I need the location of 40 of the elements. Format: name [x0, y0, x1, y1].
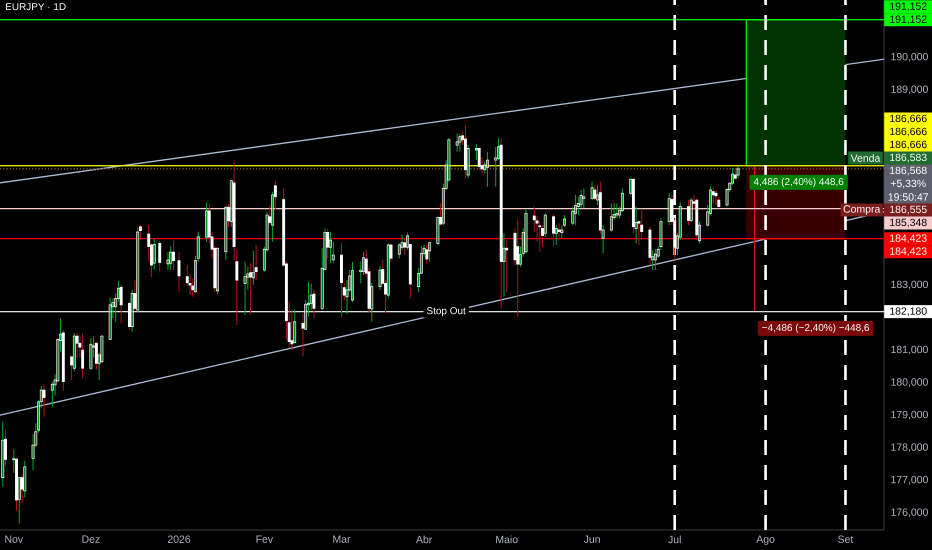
ref-line-label: 191,152	[890, 15, 927, 24]
x-tick-label: Maio	[496, 536, 518, 544]
text: 184,423	[890, 247, 927, 256]
x-tick-label: Dez	[82, 536, 100, 543]
ref-line-label: 182,180	[890, 307, 927, 316]
x-tick-label: Set	[838, 536, 854, 543]
text: 19:50:47	[888, 193, 928, 201]
chart-title: EURJPY · 1D	[6, 3, 66, 10]
y-tick-label: 177,000	[891, 476, 928, 485]
y-tick-label: 183,000	[891, 280, 928, 290]
annotation: 4,486 (2,40%) 448,6	[754, 178, 844, 188]
text: 186,568	[890, 166, 927, 176]
y-tick-label: 189,000	[891, 85, 928, 94]
x-tick-label: Ago	[756, 536, 774, 545]
annotation: −4,486 (−2,40%) −448,6	[762, 324, 870, 334]
x-tick-label: Mar	[333, 536, 350, 543]
x-tick-label: Nov	[5, 536, 24, 543]
x-tick-label: Fev	[256, 536, 274, 543]
text: 186,666	[890, 140, 927, 150]
annotation: Stop Out	[426, 307, 466, 316]
y-tick-label: 179,000	[891, 410, 928, 420]
annotation: Venda	[850, 154, 880, 162]
x-tick-label: Jul	[668, 536, 681, 544]
x-tick-label: Abr	[416, 536, 432, 544]
text: 186,666	[890, 128, 927, 136]
annotation: Compra	[844, 205, 880, 215]
y-tick-label: 190,000	[891, 52, 928, 62]
text: 186,583	[890, 154, 927, 162]
y-tick-label: 176,000	[891, 508, 928, 518]
text: 186,555	[890, 206, 927, 214]
text: 186,666	[890, 114, 927, 124]
x-tick-label: Jun	[584, 536, 600, 543]
text: +5,33%	[890, 180, 926, 188]
text: 185,348	[890, 218, 927, 228]
y-tick-label: 178,000	[891, 443, 928, 452]
y-tick-label: 180,000	[891, 378, 928, 387]
y-tick-label: 181,000	[891, 346, 928, 354]
x-tick-label: 2026	[168, 536, 190, 543]
text: 184,423	[890, 234, 927, 244]
text: 191,152	[890, 2, 927, 12]
